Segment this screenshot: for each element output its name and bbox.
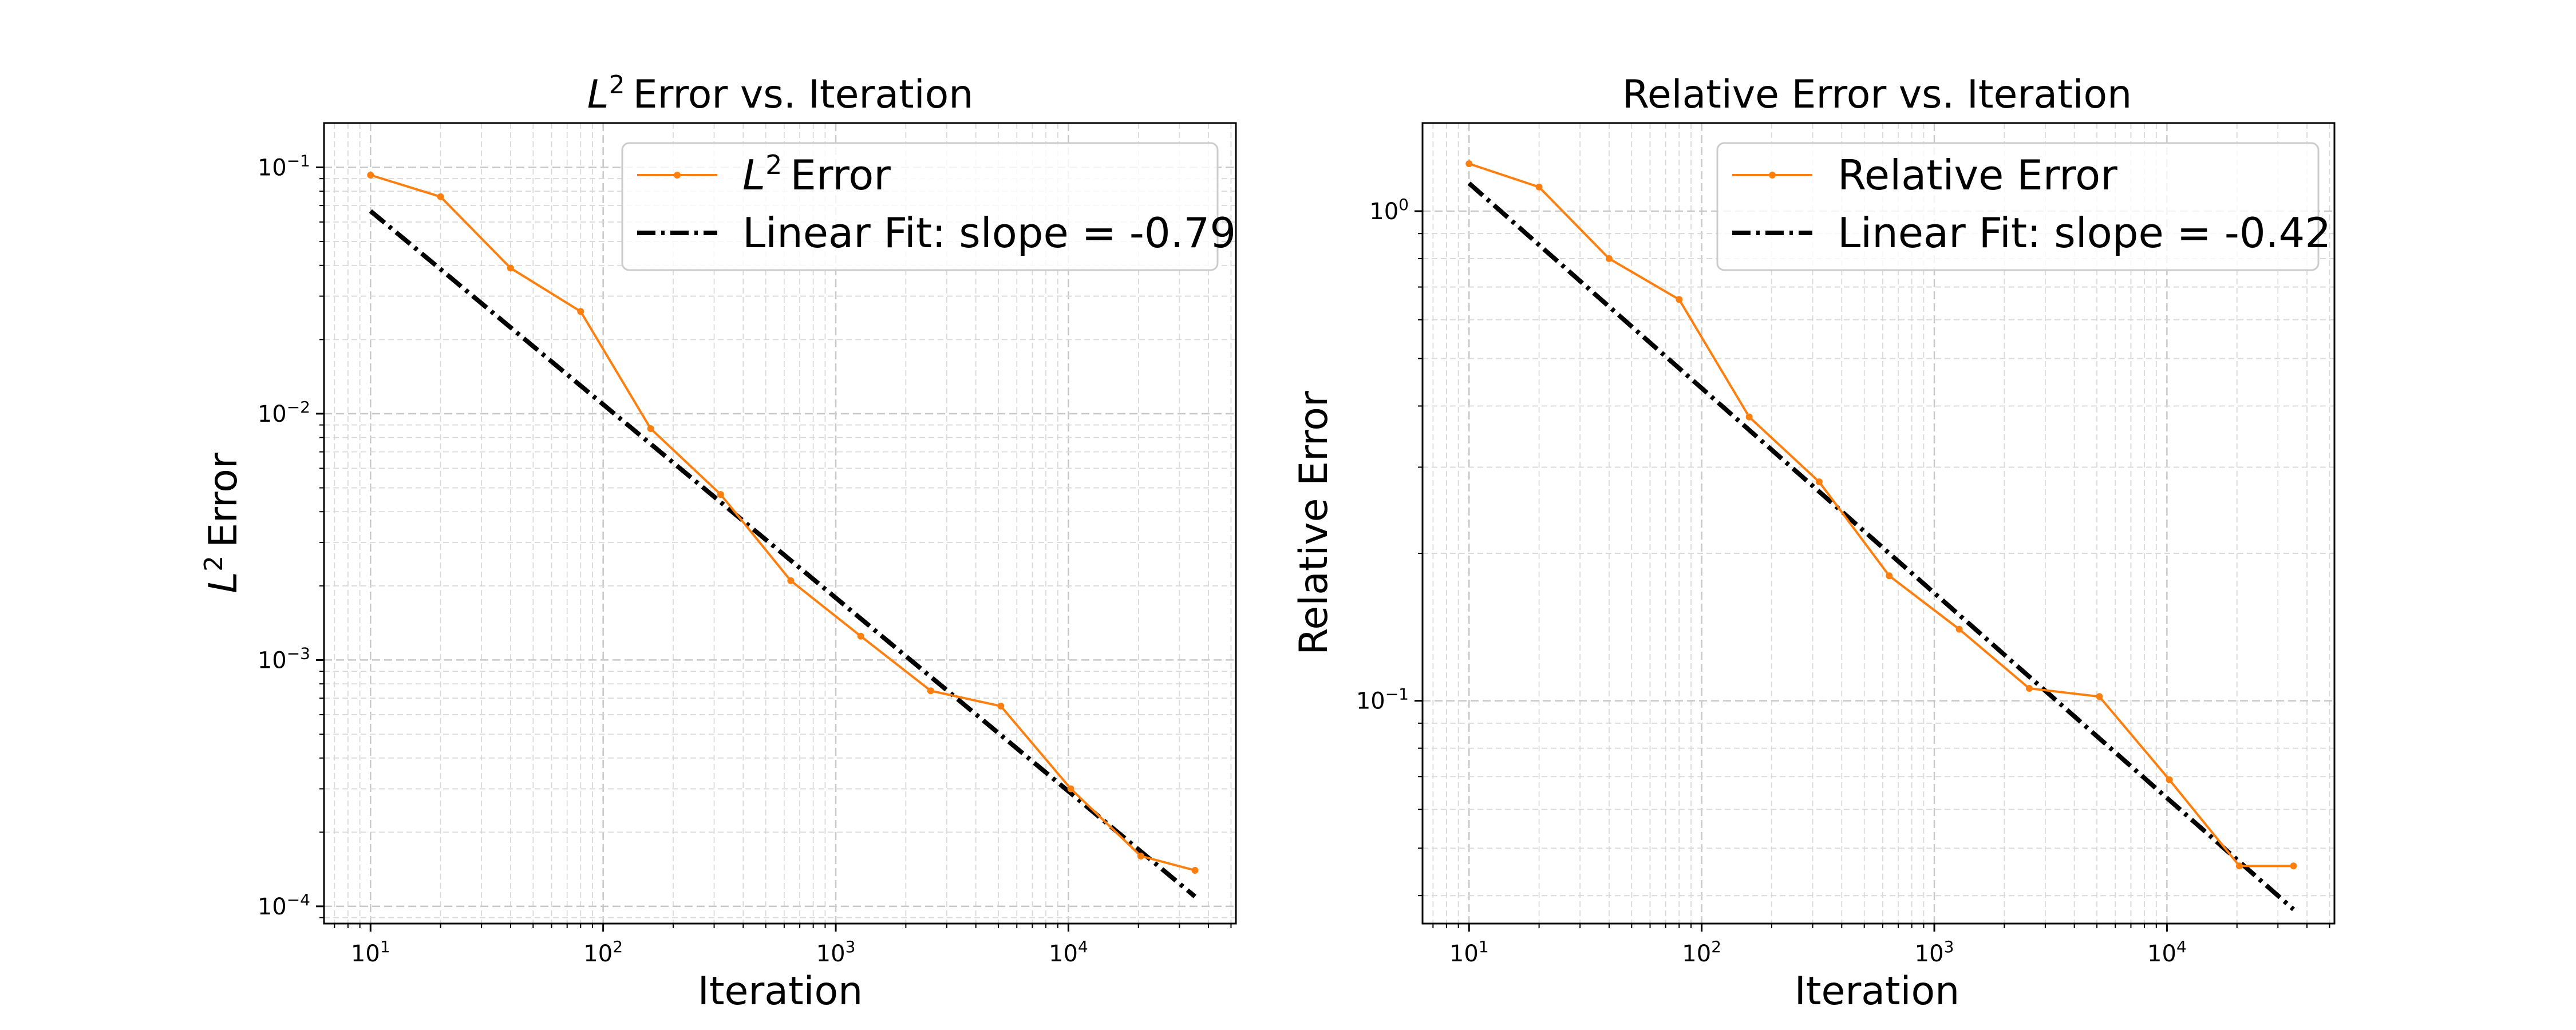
data-point xyxy=(1815,478,1823,486)
legend-label-data: L2 Error xyxy=(742,149,891,199)
data-point xyxy=(1955,625,1963,633)
data-point xyxy=(997,702,1005,710)
legend: Relative Error Linear Fit: slope = -0.42 xyxy=(1716,142,2331,271)
series-group xyxy=(367,172,1199,898)
y-tick-label: 10−4 xyxy=(258,890,310,920)
plot-frame xyxy=(323,122,1237,925)
x-axis-label: Iteration xyxy=(698,969,863,1014)
y-tick-label: 10−1 xyxy=(1356,684,1409,715)
x-tick-label: 102 xyxy=(583,937,623,968)
data-point xyxy=(1067,785,1074,793)
fit-line xyxy=(1467,181,2296,912)
data-point xyxy=(577,308,584,315)
x-tick-label: 102 xyxy=(1682,937,1721,968)
chart-panel-l2-error: L2 Error vs. Iteration 101 102 103 10410−410… xyxy=(199,70,1237,1014)
data-point xyxy=(2166,776,2173,783)
data-point xyxy=(1137,853,1144,859)
x-tick-label: 103 xyxy=(1915,937,1954,968)
x-axis-label: Iteration xyxy=(1795,969,1959,1014)
chart-title: L2 Error vs. Iteration xyxy=(587,70,974,118)
data-point xyxy=(437,193,444,200)
x-tick-label: 104 xyxy=(1049,937,1088,968)
fit-line xyxy=(369,209,1197,898)
legend-label-data: Relative Error xyxy=(1838,151,2117,199)
data-point xyxy=(1465,160,1473,168)
x-tick-label: 101 xyxy=(351,937,390,968)
legend-box xyxy=(621,142,1219,271)
data-point xyxy=(2096,693,2103,700)
y-tick-label: 10−2 xyxy=(258,397,310,427)
data-point xyxy=(1886,572,1893,580)
chart-title: Relative Error vs. Iteration xyxy=(1622,72,2132,117)
x-tick-label: 101 xyxy=(1449,937,1489,968)
x-tick-label: 103 xyxy=(816,937,856,968)
data-point xyxy=(2235,862,2243,870)
data-point xyxy=(857,632,864,640)
y-axis-label: Relative Error xyxy=(1291,391,1337,655)
y-tick-label: 100 xyxy=(1369,195,1409,225)
data-point xyxy=(1745,413,1753,421)
legend-box xyxy=(1716,142,2320,271)
y-tick-label: 10−3 xyxy=(258,644,310,674)
data-point xyxy=(2025,685,2033,692)
data-point xyxy=(717,491,724,498)
data-point xyxy=(787,577,795,584)
legend-label-fit: Linear Fit: slope = -0.42 xyxy=(1838,209,2331,257)
series-group xyxy=(1465,160,2297,912)
data-point xyxy=(927,687,934,695)
axis-ticks: 101 102 103 104 10−4 10−3 10−2 10−1 xyxy=(258,151,1232,968)
legend-marker-data xyxy=(1769,172,1776,179)
chart-panel-relative-error: Relative Error vs. Iteration 101 102 103 10… xyxy=(1291,72,2336,1014)
y-tick-label: 10−1 xyxy=(258,151,310,181)
legend-label-fit: Linear Fit: slope = -0.79 xyxy=(742,209,1236,257)
data-point xyxy=(507,264,514,272)
data-point xyxy=(367,172,374,179)
data-point xyxy=(1676,296,1683,303)
x-tick-label: 104 xyxy=(2147,937,2187,968)
legend-marker-data xyxy=(674,172,681,179)
legend: L2 Error Linear Fit: slope = -0.79 xyxy=(621,142,1236,271)
data-point xyxy=(1605,255,1613,262)
y-axis-label: L2Error xyxy=(199,453,247,593)
data-point xyxy=(1191,867,1199,874)
data-point xyxy=(1535,183,1543,191)
plot-frame xyxy=(1421,122,2336,925)
data-point xyxy=(2290,862,2297,870)
data-point xyxy=(647,425,654,432)
